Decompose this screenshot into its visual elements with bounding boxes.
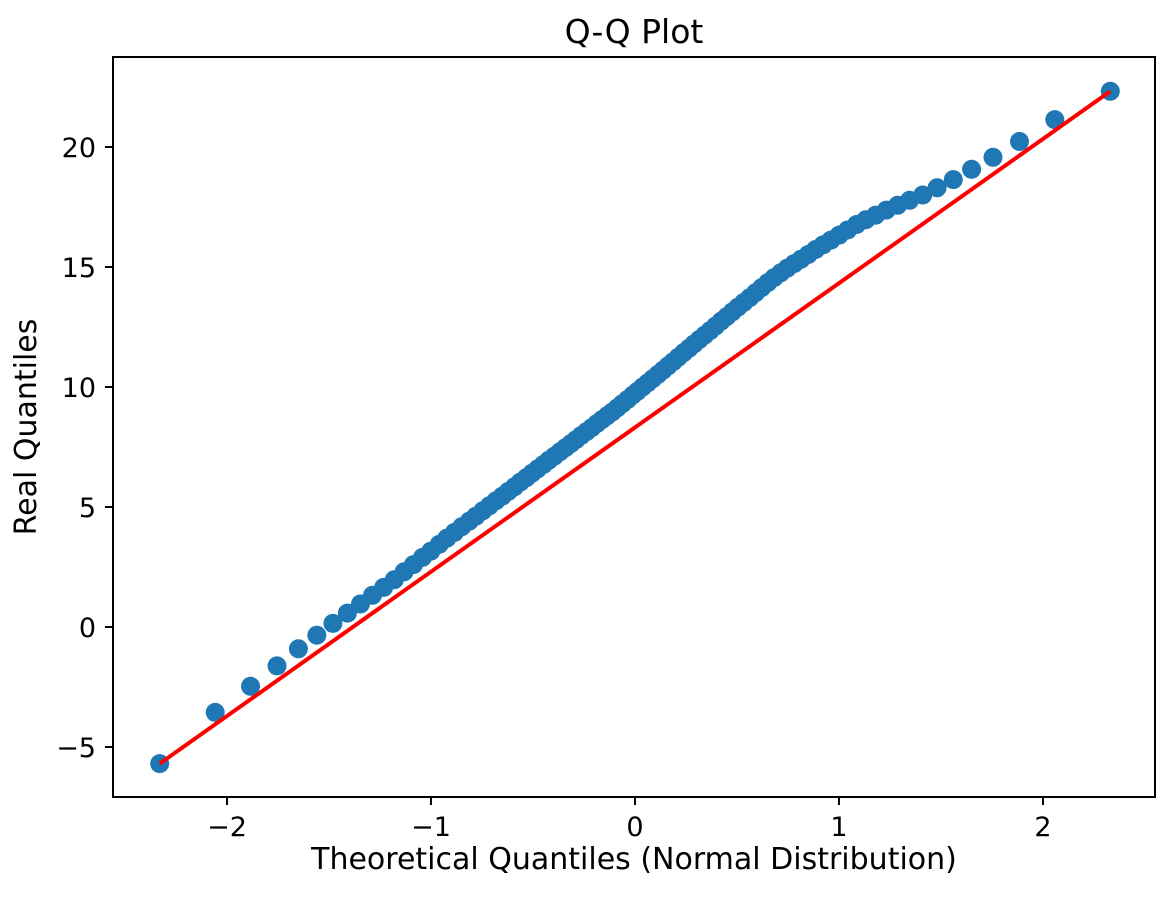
scatter-point bbox=[927, 178, 947, 198]
axis-ticks: −2 −1 0 1 2 −5 0 5 10 15 20 bbox=[56, 133, 1051, 843]
y-tick-label: 10 bbox=[62, 373, 96, 404]
x-tick-label: 2 bbox=[1034, 812, 1051, 843]
scatter-point bbox=[983, 147, 1003, 167]
reference-line-path bbox=[158, 89, 1112, 766]
x-axis-label: Theoretical Quantiles (Normal Distributi… bbox=[310, 842, 957, 877]
y-tick-label: 20 bbox=[62, 133, 96, 164]
x-tick-label: 1 bbox=[830, 812, 847, 843]
scatter-point bbox=[307, 625, 327, 645]
x-tick-label: 0 bbox=[626, 812, 643, 843]
x-tick-label: −2 bbox=[207, 812, 247, 843]
scatter-point bbox=[962, 159, 982, 179]
scatter-point bbox=[267, 656, 287, 676]
scatter-point bbox=[943, 170, 963, 190]
y-tick-label: −5 bbox=[56, 733, 96, 764]
y-axis-label: Real Quantiles bbox=[9, 319, 44, 536]
scatter-point bbox=[1045, 110, 1065, 130]
scatter-point bbox=[288, 639, 308, 659]
x-tick-label: −1 bbox=[411, 812, 451, 843]
y-tick-label: 5 bbox=[79, 493, 96, 524]
reference-line bbox=[158, 89, 1112, 766]
scatter-point bbox=[913, 185, 933, 205]
scatter-series bbox=[150, 81, 1120, 774]
y-tick-label: 0 bbox=[79, 613, 96, 644]
scatter-point bbox=[241, 676, 260, 696]
scatter-point bbox=[1010, 132, 1029, 151]
y-tick-label: 15 bbox=[62, 253, 96, 284]
scatter-point bbox=[205, 702, 225, 722]
chart-title: Q-Q Plot bbox=[565, 12, 704, 51]
scatter-point bbox=[323, 613, 343, 633]
plot-spines bbox=[112, 56, 1156, 798]
